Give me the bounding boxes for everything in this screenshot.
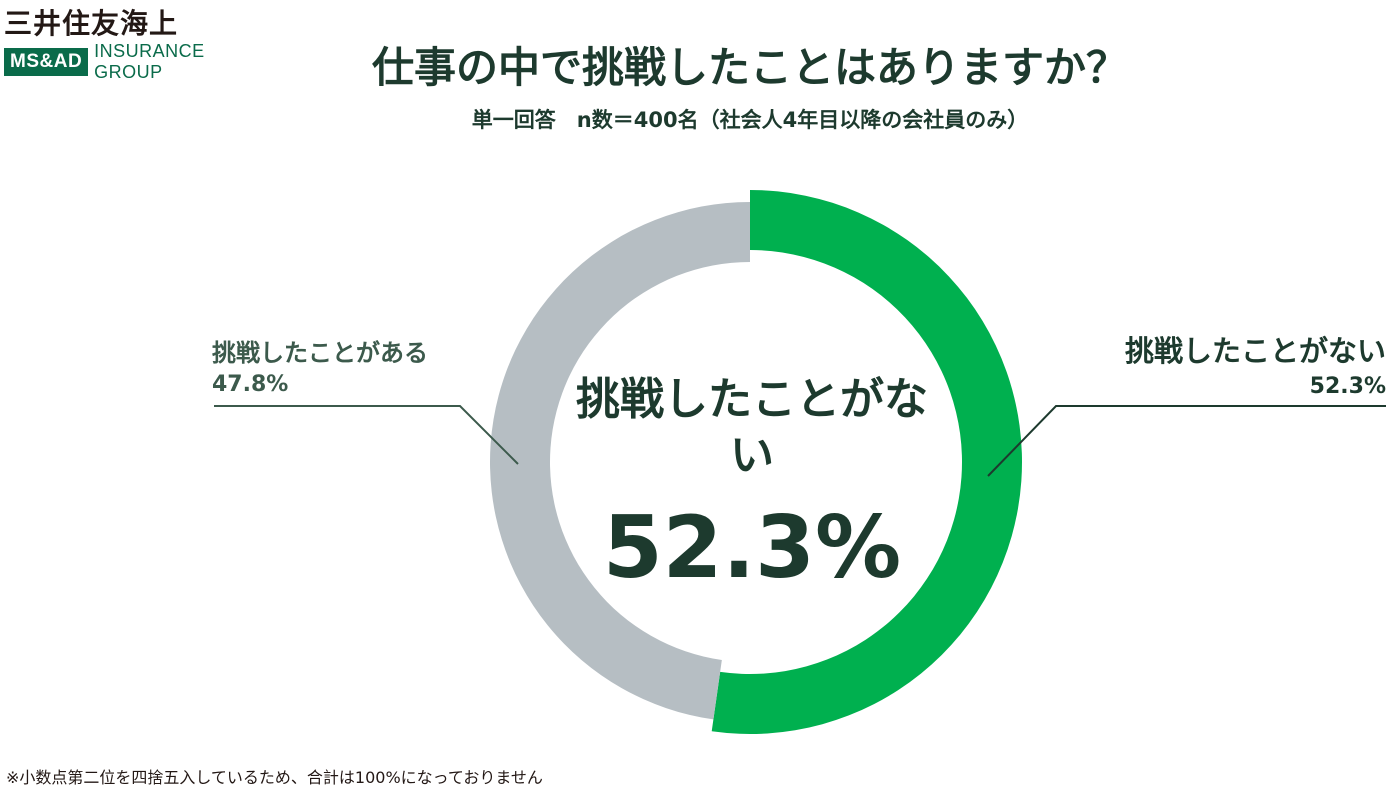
- chart-title: 仕事の中で挑戦したことはありますか？: [371, 43, 1128, 92]
- brand-group-box: MS&AD: [4, 48, 89, 76]
- brand-name: 三井住友海上: [4, 7, 179, 40]
- center-callout: 挑戦したことがない 52.3%: [552, 372, 952, 598]
- brand-group-text: INSURANCE GROUP: [94, 41, 205, 82]
- category-label-challenged: 挑戦したことがある: [212, 339, 428, 367]
- brand-logo: 三井住友海上 MS&AD INSURANCE GROUP: [4, 2, 274, 82]
- leader-line-challenged: [214, 405, 519, 465]
- center-label: 挑戦したことがない: [576, 374, 928, 481]
- center-value: 52.3%: [602, 498, 902, 598]
- pie-slice-no-challenge: [711, 190, 1022, 734]
- category-label-no-challenge: 挑戦したことがない: [1124, 334, 1386, 368]
- brand-group-logo: MS&AD INSURANCE GROUP: [4, 41, 274, 82]
- leader-line-no-challenge: [987, 405, 1386, 477]
- legend-label-no-challenge: 挑戦したことがない 52.3%: [1125, 328, 1386, 399]
- footnote: ※小数点第二位を四捨五入しているため、合計は100%になっておりません: [6, 768, 543, 787]
- pie-slice-challenged: [489, 202, 750, 720]
- value-label-no-challenge: 52.3%: [1309, 374, 1386, 399]
- chart-subtitle: 単一回答 n数＝400名（社会人4年目以降の会社員のみ）: [471, 108, 1029, 132]
- legend-label-challenged: 挑戦したことがある 47.8%: [212, 333, 428, 397]
- value-label-challenged: 47.8%: [212, 372, 289, 397]
